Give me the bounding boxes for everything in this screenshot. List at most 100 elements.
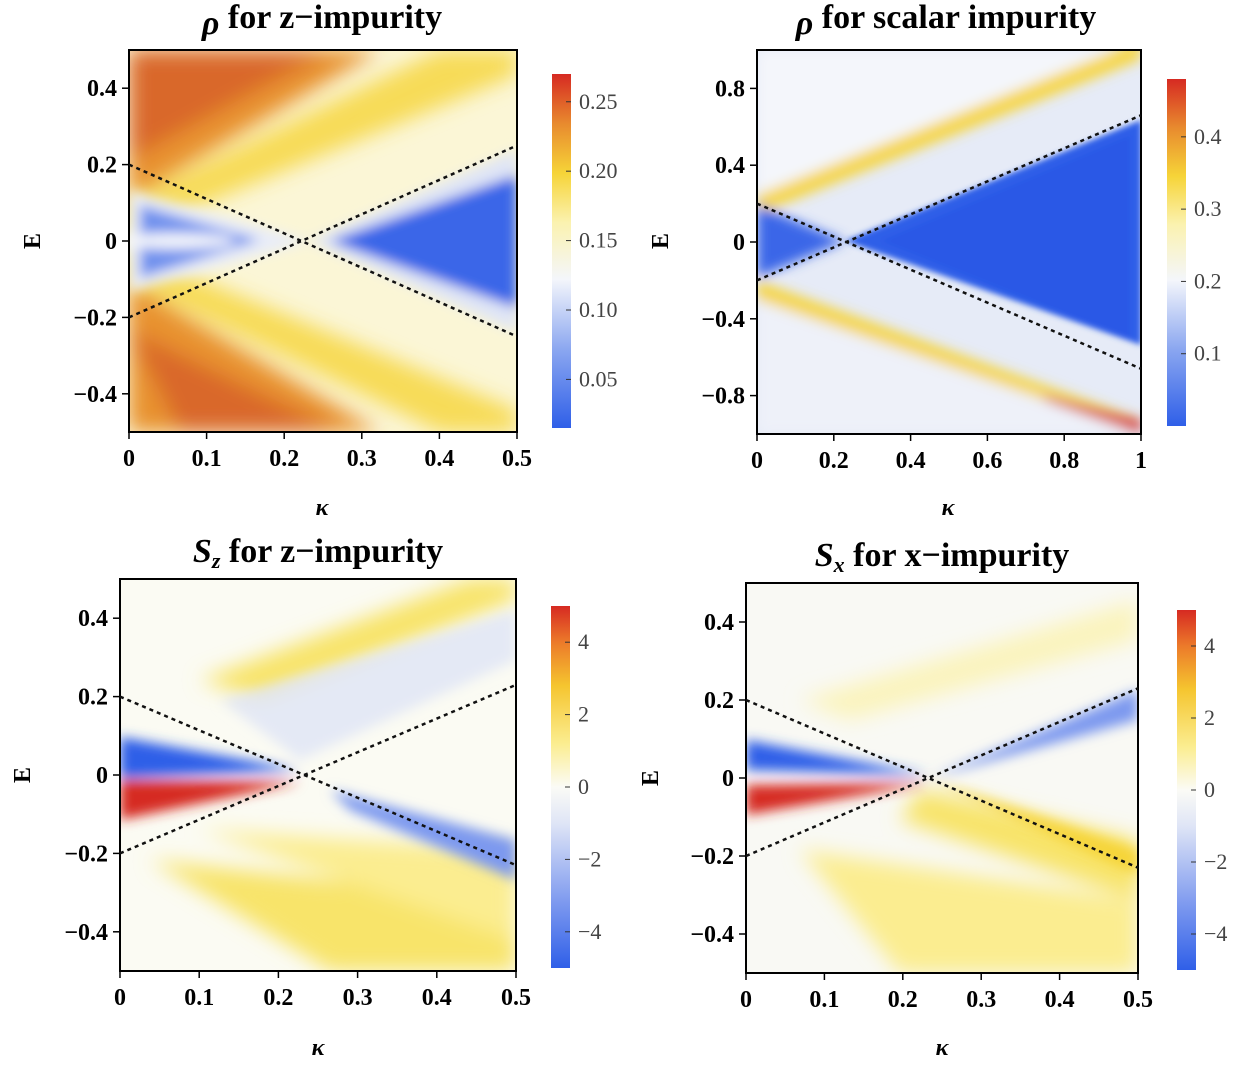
y-ticks: 0.8 0.4 0 −0.4 −0.8	[701, 76, 757, 410]
x-tick-label: 0.4	[1045, 987, 1075, 1013]
colorbar-tick-label: 4	[578, 629, 589, 654]
x-axis-label: κ	[312, 1035, 326, 1061]
colorbar-tick-label: 0.25	[579, 89, 618, 114]
colorbar-gradient	[1167, 79, 1186, 426]
colorbar-ticks: 0.25 0.20 0.15 0.10 0.05	[566, 89, 618, 391]
y-ticks: 0.4 0.2 0 −0.2 −0.4	[690, 610, 746, 948]
y-tick-label: −0.2	[64, 841, 108, 867]
colorbar-tick-label: 0.3	[1194, 196, 1222, 221]
x-tick-label: 0.8	[1049, 448, 1079, 474]
colorbar-tick-label: 0.1	[1194, 341, 1222, 366]
x-ticks: 0 0.2 0.4 0.6 0.8 1	[751, 434, 1147, 474]
x-axis-label: κ	[936, 1035, 950, 1061]
colorbar-tick-label: 0.2	[1194, 268, 1222, 293]
title-main: S	[815, 537, 834, 574]
colorbar-gradient	[1177, 610, 1196, 970]
y-tick-label: 0	[105, 229, 117, 255]
y-tick-label: −0.2	[73, 305, 117, 331]
y-tick-label: 0.4	[87, 76, 117, 102]
panel-sx-x: Sx for x−impurity 0 0.1 0.2 0.3 0.4 0.5 0.40.…	[638, 537, 1227, 1061]
y-tick-label: 0.2	[704, 688, 734, 714]
title-sub: z	[211, 548, 221, 573]
x-tick-label: 0.3	[966, 987, 996, 1013]
dashed-lines	[746, 687, 1138, 869]
x-tick-label: 1	[1135, 448, 1147, 474]
heatmap-field	[746, 583, 1138, 973]
x-tick-label: 0.5	[501, 985, 531, 1011]
y-axis-label: E	[638, 770, 664, 786]
dashed-line-2	[757, 114, 1141, 282]
colorbar-tick-label: 2	[578, 702, 589, 727]
x-tick-label: 0.5	[502, 446, 532, 472]
dashed-lines	[129, 144, 517, 338]
colorbar-tick-label: 0.15	[579, 228, 618, 253]
title-rest: for x−impurity	[845, 537, 1070, 574]
x-tick-label: 0.5	[1123, 987, 1153, 1013]
dashed-line-2	[129, 144, 517, 319]
x-axis-label: κ	[316, 495, 330, 521]
x-tick-label: 0.2	[819, 448, 849, 474]
x-tick-label: 0.2	[263, 985, 293, 1011]
dashed-line-2	[746, 687, 1138, 858]
colorbar-tick-label: −2	[578, 846, 601, 871]
x-tick-label: 0.3	[343, 985, 373, 1011]
colorbar-tick-label: 0	[1204, 777, 1215, 802]
colorbar-gradient	[551, 606, 570, 968]
colorbar: 0.25 0.20 0.15 0.10 0.05	[552, 74, 618, 428]
heatmap-field	[757, 50, 1141, 434]
x-tick-label: 0.3	[347, 446, 377, 472]
colorbar-tick-label: 0.20	[579, 158, 618, 183]
title-rest: for scalar impurity	[813, 0, 1096, 36]
panel-title: Sx for x−impurity	[815, 537, 1070, 577]
x-tick-label: 0	[123, 446, 135, 472]
colorbar: 4 2 0 −2 −4	[551, 606, 601, 968]
colorbar-tick-label: −4	[1204, 921, 1227, 946]
y-tick-label: −0.4	[64, 920, 108, 946]
x-tick-label: 0	[751, 448, 763, 474]
x-tick-label: 0	[114, 985, 126, 1011]
x-axis-label: κ	[942, 495, 956, 521]
y-tick-label: −0.4	[701, 307, 745, 333]
y-axis-label: E	[20, 233, 46, 249]
title-rest: for z−impurity	[219, 0, 442, 36]
x-tick-label: 0.4	[424, 446, 454, 472]
title-rest: for z−impurity	[220, 533, 443, 570]
x-ticks: 0 0.1 0.2 0.3 0.4 0.5	[740, 973, 1153, 1013]
colorbar: 0.4 0.3 0.2 0.1	[1167, 79, 1222, 426]
dashed-line-1	[129, 163, 517, 338]
x-tick-label: 0.1	[809, 987, 839, 1013]
x-tick-label: 0	[740, 987, 752, 1013]
panel-sz-z: Sz for z−impurity 0 0.1 0.2 0.3 0.4 0.5 0.40.…	[10, 533, 601, 1061]
title-main: ρ	[795, 5, 814, 42]
y-tick-label: 0.4	[715, 153, 745, 179]
x-tick-label: 0.6	[972, 448, 1002, 474]
colorbar-tick-label: −4	[578, 919, 601, 944]
x-tick-label: 0.1	[192, 446, 222, 472]
colorbar-tick-label: 2	[1204, 705, 1215, 730]
colorbar-tick-label: −2	[1204, 849, 1227, 874]
y-tick-label: −0.8	[701, 384, 745, 410]
colorbar-tick-label: 0.4	[1194, 124, 1222, 149]
colorbar-tick-label: 0.10	[579, 297, 618, 322]
dashed-line-1	[746, 698, 1138, 869]
x-ticks: 0 0.1 0.2 0.3 0.4 0.5	[114, 971, 531, 1011]
y-tick-label: 0.2	[78, 685, 108, 711]
x-tick-label: 0.1	[184, 985, 214, 1011]
colorbar-ticks: 4 2 0 −2 −4	[565, 629, 601, 944]
panel-title: ρ for scalar impurity	[795, 0, 1097, 42]
y-ticks: 0.4 0.2 0 −0.2 −0.4	[73, 76, 129, 408]
y-tick-label: −0.4	[690, 922, 734, 948]
panel-title: Sz for z−impurity	[193, 533, 443, 573]
title-main: S	[193, 533, 212, 570]
y-tick-label: 0	[733, 230, 745, 256]
y-tick-label: 0.4	[704, 610, 734, 636]
x-ticks: 0 0.1 0.2 0.3 0.4 0.5	[123, 432, 532, 472]
heatmap-field	[129, 50, 517, 432]
x-tick-label: 0.2	[269, 446, 299, 472]
y-axis-label: E	[10, 767, 36, 783]
colorbar-gradient	[552, 74, 571, 428]
title-main: ρ	[201, 5, 220, 42]
y-tick-label: −0.2	[690, 844, 734, 870]
colorbar-tick-label: 0.05	[579, 366, 618, 391]
